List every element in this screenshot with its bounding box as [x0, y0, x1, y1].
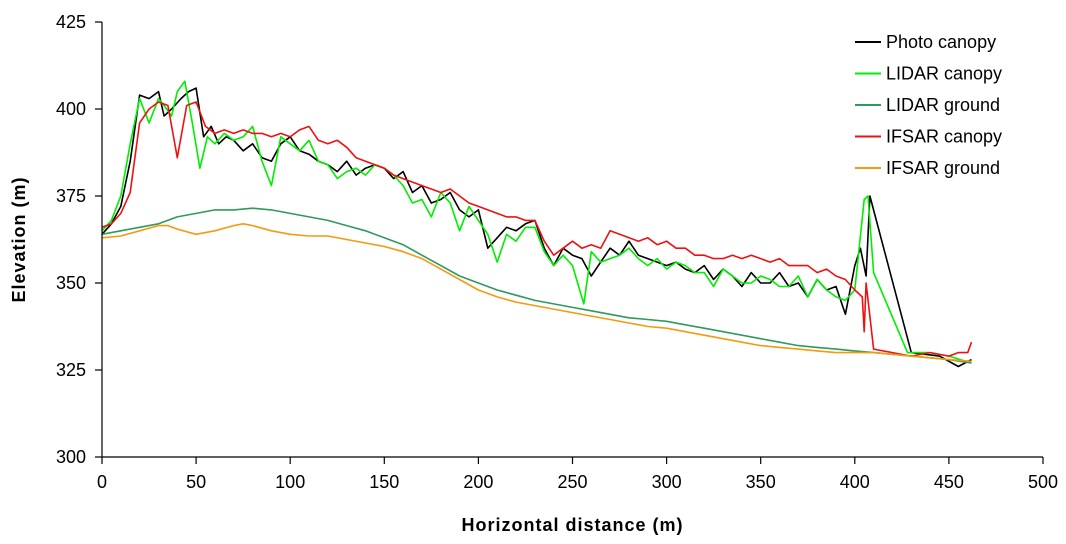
y-tick-label: 375 — [56, 186, 86, 206]
legend-item: LIDAR ground — [855, 95, 1000, 115]
axes-layer: 300 325 350 375 400 425 0 50 100 150 200 250 300 350 4… — [56, 12, 1058, 492]
x-tick-label: 350 — [746, 472, 776, 492]
x-tick-label: 0 — [97, 472, 107, 492]
legend-label: LIDAR canopy — [886, 64, 1002, 84]
y-tick-label: 350 — [56, 273, 86, 293]
legend-item: IFSAR ground — [855, 158, 1000, 178]
legend-item: Photo canopy — [855, 32, 996, 52]
y-tick-label: 300 — [56, 447, 86, 467]
x-tick-label: 50 — [186, 472, 206, 492]
x-tick-label: 450 — [934, 472, 964, 492]
x-tick-label: 300 — [652, 472, 682, 492]
y-tick-label: 400 — [56, 99, 86, 119]
legend-item: LIDAR canopy — [855, 64, 1002, 84]
x-tick-label: 500 — [1028, 472, 1058, 492]
y-tick-label: 425 — [56, 12, 86, 32]
series-line-photo-canopy — [101, 87, 972, 368]
y-tick-label: 325 — [56, 360, 86, 380]
x-tick-label: 150 — [369, 472, 399, 492]
legend-item: IFSAR canopy — [855, 127, 1002, 147]
legend-label: LIDAR ground — [886, 95, 1000, 115]
x-axis-title: Horizontal distance (m) — [461, 515, 683, 535]
series-line-ifsar-ground — [101, 223, 972, 363]
x-tick-label: 200 — [463, 472, 493, 492]
legend-label: IFSAR ground — [886, 158, 1000, 178]
series-line-ifsar-canopy — [101, 101, 973, 357]
legend-label: Photo canopy — [886, 32, 996, 52]
x-tick-label: 250 — [557, 472, 587, 492]
series-line-lidar-ground — [101, 207, 972, 364]
x-tick-label: 100 — [275, 472, 305, 492]
legend-label: IFSAR canopy — [886, 127, 1002, 147]
series-layer — [101, 80, 973, 368]
legend: Photo canopy LIDAR canopy LIDAR ground IFSA… — [855, 32, 1002, 178]
series-line-lidar-canopy — [101, 80, 972, 364]
y-axis-title: Elevation (m) — [9, 176, 29, 302]
x-tick-label: 400 — [840, 472, 870, 492]
